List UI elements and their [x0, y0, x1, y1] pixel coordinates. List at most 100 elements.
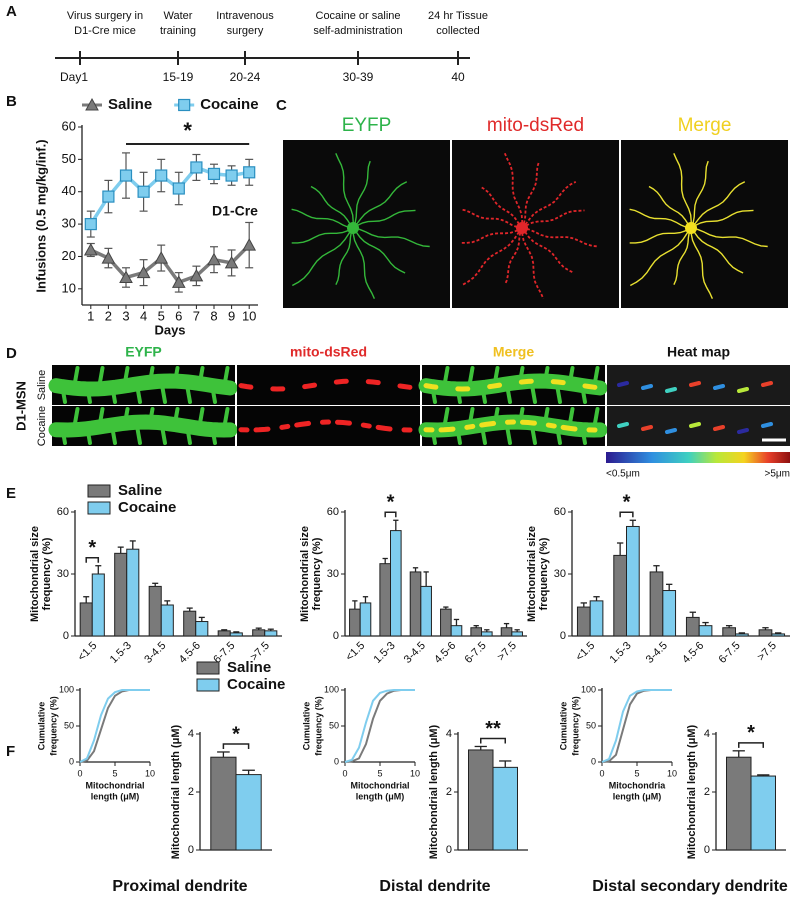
y-axis-label: Cumulative [558, 702, 568, 751]
marker [207, 252, 221, 266]
y-axis-label: Mitochondrial length (μM) [686, 724, 698, 859]
bar [470, 627, 482, 637]
y-tick-label: 50 [64, 720, 74, 730]
spine [97, 407, 105, 428]
y-tick-label: 2 [188, 786, 194, 798]
spine [110, 424, 117, 445]
x-tick-label: 0 [77, 768, 82, 778]
y-axis-label: frequency (%) [313, 696, 323, 756]
spine [147, 366, 155, 387]
error-bar [117, 546, 124, 554]
neuron-branch [291, 227, 354, 244]
error-bar [129, 540, 136, 550]
dendrite [48, 373, 238, 397]
bar [771, 633, 786, 637]
neuron-branch [690, 160, 709, 229]
y-axis-label: Mitochondrial size [29, 526, 41, 622]
micrograph [237, 406, 420, 446]
neuron-branch [673, 227, 692, 285]
bar [698, 625, 713, 637]
y-axis-label: frequency (%) [538, 537, 550, 610]
error-bar [233, 631, 240, 633]
marker [172, 182, 185, 195]
y-tick-label: 4 [188, 728, 194, 740]
bar [379, 563, 391, 637]
spine [197, 407, 205, 428]
error-bar [255, 627, 262, 630]
neuron-branch [460, 227, 523, 244]
spine [530, 424, 537, 445]
error-bar [152, 582, 159, 587]
bar [229, 632, 243, 637]
x-tick-label: 7 [193, 308, 200, 323]
x-axis-label: length (μM) [613, 791, 662, 801]
x-tick-label: 10 [667, 768, 677, 778]
micrograph [621, 140, 788, 308]
panel-label: B [6, 93, 17, 110]
significance-bracket [222, 743, 250, 749]
x-tick-label: 1.5-3 [108, 640, 134, 666]
x-tick-label: 4.5-6 [680, 640, 706, 666]
error-bar [514, 629, 520, 632]
timeline-time: Day1 [60, 70, 88, 84]
spine [210, 424, 217, 445]
spine [72, 407, 80, 428]
neuron-branch [310, 185, 354, 229]
significance-bracket [738, 742, 764, 748]
spine [442, 407, 450, 428]
x-tick-label: 3-4.5 [142, 640, 168, 666]
error-bar [738, 632, 746, 634]
x-tick-label: 5 [112, 768, 117, 778]
timeline-event: self-administration [313, 25, 402, 37]
mitochondria [761, 422, 773, 428]
y-tick-label: 100 [59, 684, 74, 694]
error-bar [725, 625, 733, 628]
bar [264, 630, 278, 637]
spine [60, 424, 67, 445]
y-tick-label: 10 [62, 280, 76, 295]
spine [517, 407, 525, 428]
error-bar [453, 618, 460, 626]
error-bar [186, 607, 193, 612]
spine [160, 383, 167, 404]
significance-bracket [480, 737, 506, 744]
group-label: D1-MSN [13, 381, 28, 431]
x-tick-label: <1.5 [344, 640, 368, 664]
neuron-branch [504, 227, 523, 286]
y-axis-label: frequency (%) [41, 537, 53, 610]
image-label: mito-dsRed [487, 115, 584, 136]
y-tick-label: 30 [57, 568, 69, 580]
timeline-event: Intravenous [216, 10, 274, 22]
x-tick-label: 6 [175, 308, 182, 323]
timeline-time: 30-39 [343, 70, 374, 84]
neuron-soma [516, 222, 528, 234]
bar [195, 621, 209, 637]
neuron-branch [503, 152, 524, 229]
x-tick-label: 10 [410, 768, 420, 778]
x-tick-label: <1.5 [76, 640, 100, 664]
chart-annotation: D1-Cre [212, 203, 258, 219]
y-tick-label: 4 [704, 728, 710, 740]
neuron-branch [352, 227, 406, 274]
timeline-time: 40 [451, 70, 465, 84]
bar [409, 571, 422, 637]
mitochondria [423, 419, 603, 433]
data-line [344, 689, 415, 763]
chart-title: Distal dendrite [379, 878, 490, 895]
legend-label: Cocaine [200, 96, 258, 113]
color-bar-min: <0.5μm [606, 469, 640, 480]
x-axis-label: length (μM) [91, 791, 140, 801]
legend-label: Saline [118, 482, 162, 499]
legend-label: Saline [108, 96, 152, 113]
marker [189, 268, 204, 282]
y-tick-label: 60 [62, 118, 76, 133]
marker [119, 169, 133, 182]
neuron-soma [685, 222, 697, 234]
bar [750, 775, 776, 851]
significance-label: * [232, 723, 240, 745]
x-tick-label: 6-7.5 [462, 640, 488, 666]
chart-title: Distal secondary dendrite [592, 878, 788, 895]
neuron-branch [460, 227, 523, 287]
color-bar-max: >5μm [765, 469, 791, 480]
error-bar [666, 583, 673, 591]
